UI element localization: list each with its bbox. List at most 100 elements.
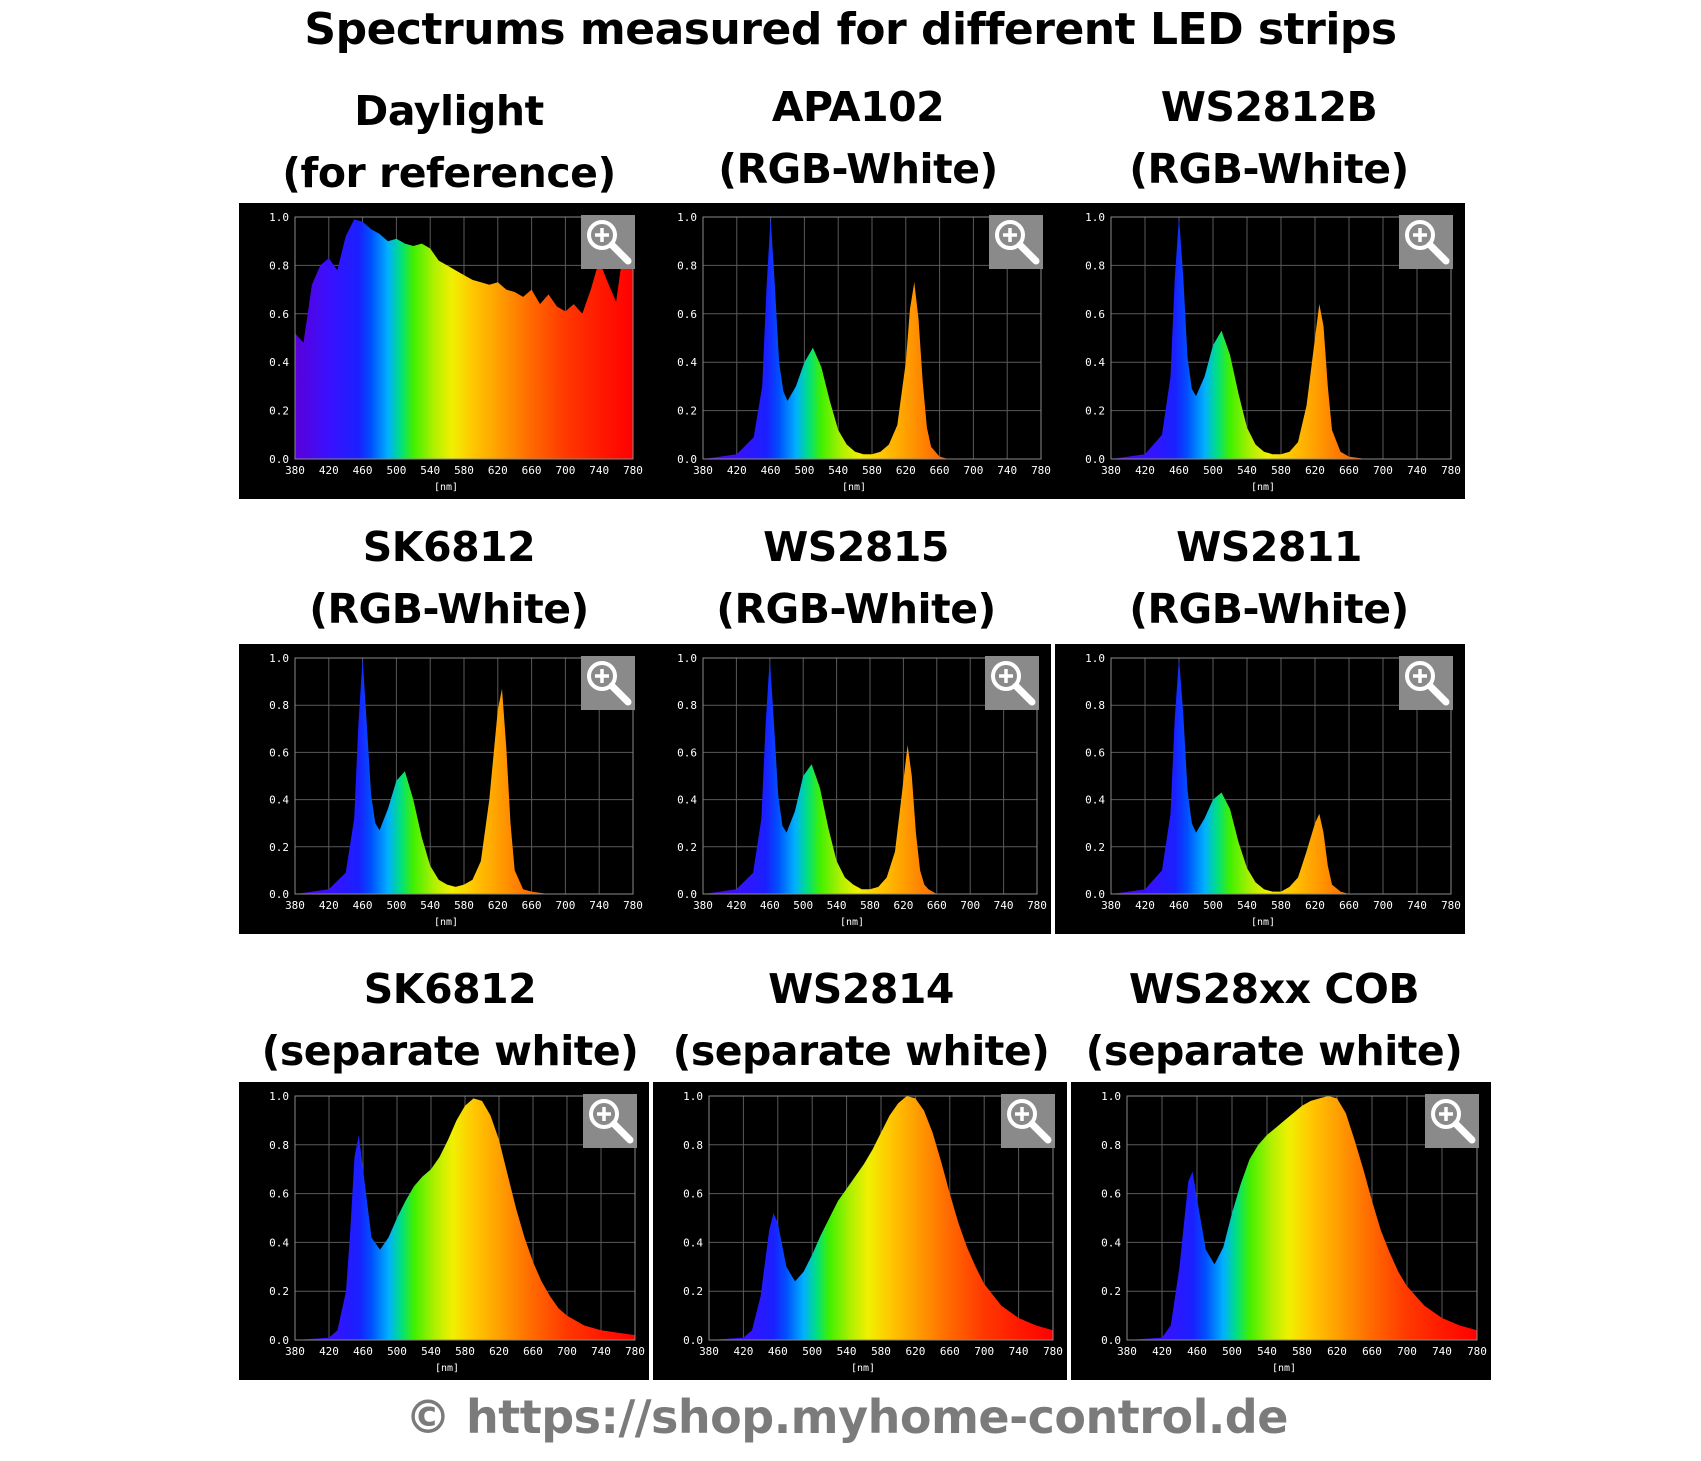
spectrum-area (295, 1098, 635, 1340)
chart-title-line: APA102 (771, 83, 945, 131)
x-tick-label: 420 (319, 899, 339, 912)
chart-title-line: Daylight (354, 87, 544, 135)
plot-frame (1110, 216, 1452, 460)
y-tick-label: 0.2 (683, 1285, 703, 1298)
spectrum-area (295, 219, 633, 459)
y-tick-label: 0.8 (683, 1139, 703, 1152)
x-tick-label: 620 (1305, 899, 1325, 912)
y-tick-label: 0.6 (677, 746, 697, 759)
x-tick-label: 540 (420, 899, 440, 912)
x-tick-label: 700 (555, 464, 575, 477)
zoom-button[interactable] (1399, 215, 1453, 269)
magnifier-icon (995, 220, 1040, 265)
x-tick-label: 740 (997, 464, 1017, 477)
x-tick-label: 580 (871, 1345, 891, 1358)
plot-frame (708, 1095, 1054, 1341)
y-tick-label: 1.0 (677, 211, 697, 224)
spectrum-chart-1: 380 420 460 500 540 580 620 660 700 740 780 [nm] 0.0… (647, 203, 1055, 499)
x-unit-label: [nm] (1251, 917, 1275, 928)
y-tick-label: 0.6 (1085, 746, 1105, 759)
x-tick-label: 620 (1327, 1345, 1347, 1358)
x-unit-label: [nm] (434, 917, 458, 928)
x-tick-label: 620 (488, 899, 508, 912)
y-tick-label: 1.0 (1085, 211, 1105, 224)
x-tick-label: 460 (1187, 1345, 1207, 1358)
x-tick-label: 660 (1339, 464, 1359, 477)
x-tick-label: 540 (1257, 1345, 1277, 1358)
x-tick-label: 380 (693, 899, 713, 912)
x-tick-label: 780 (625, 1345, 645, 1358)
x-tick-label: 500 (1203, 464, 1223, 477)
magnifier-icon (587, 661, 632, 706)
chart-title-4: WS2815 (RGB-White) (631, 516, 1081, 640)
chart-title-3: SK6812 (RGB-White) (224, 516, 674, 640)
x-tick-label: 580 (454, 464, 474, 477)
spectrum-chart-3: 380 420 460 500 540 580 620 660 700 740 780 [nm] 0.0… (239, 644, 647, 934)
x-tick-label: 460 (353, 899, 373, 912)
x-tick-label: 420 (727, 464, 747, 477)
zoom-button[interactable] (583, 1094, 637, 1148)
x-tick-label: 660 (522, 464, 542, 477)
y-tick-label: 0.6 (269, 308, 289, 321)
x-tick-label: 460 (1169, 464, 1189, 477)
y-tick-label: 0.8 (1085, 259, 1105, 272)
copyright-footer[interactable]: © https://shop.myhome-control.de (405, 1390, 1288, 1444)
y-tick-label: 1.0 (269, 652, 289, 665)
y-tick-label: 0.4 (683, 1236, 703, 1249)
x-tick-label: 740 (994, 899, 1014, 912)
chart-title-line: WS2812B (1160, 83, 1378, 131)
x-tick-label: 460 (1169, 899, 1189, 912)
zoom-button[interactable] (581, 656, 635, 710)
x-tick-label: 580 (455, 1345, 475, 1358)
x-tick-label: 700 (1373, 464, 1393, 477)
chart-title-line: WS2814 (768, 965, 954, 1013)
x-tick-label: 660 (940, 1345, 960, 1358)
y-tick-label: 0.8 (269, 259, 289, 272)
plot-frame (294, 657, 634, 895)
zoom-button[interactable] (985, 656, 1039, 710)
zoom-button[interactable] (581, 215, 635, 269)
y-tick-label: 0.2 (677, 841, 697, 854)
x-tick-label: 540 (420, 464, 440, 477)
y-tick-label: 0.0 (683, 1334, 703, 1347)
chart-title-6: SK6812 (separate white) (225, 958, 675, 1082)
chart-subtitle-line: (RGB-White) (718, 145, 998, 193)
x-tick-label: 740 (1407, 464, 1427, 477)
magnifier-icon (587, 220, 632, 265)
x-tick-label: 620 (489, 1345, 509, 1358)
x-unit-label: [nm] (435, 1363, 459, 1374)
y-tick-label: 0.0 (269, 453, 289, 466)
plot-frame (702, 657, 1038, 895)
chart-title-line: WS28xx COB (1128, 965, 1420, 1013)
spectrum-chart-5: 380 420 460 500 540 580 620 660 700 740 780 [nm] 0.0… (1055, 644, 1465, 934)
zoom-button[interactable] (1425, 1094, 1479, 1148)
x-tick-label: 540 (827, 899, 847, 912)
y-tick-label: 0.6 (1085, 308, 1105, 321)
y-tick-label: 0.6 (269, 1188, 289, 1201)
zoom-button[interactable] (1001, 1094, 1055, 1148)
zoom-button[interactable] (1399, 656, 1453, 710)
x-tick-label: 380 (285, 1345, 305, 1358)
x-tick-label: 620 (893, 899, 913, 912)
x-tick-label: 740 (1432, 1345, 1452, 1358)
x-tick-label: 580 (860, 899, 880, 912)
spectrum-svg: 380 420 460 500 540 580 620 660 700 740 780 [nm] 0.0… (269, 1090, 645, 1374)
x-tick-label: 380 (285, 464, 305, 477)
y-tick-label: 0.0 (677, 453, 697, 466)
x-tick-label: 780 (1441, 464, 1461, 477)
x-tick-label: 740 (589, 464, 609, 477)
x-tick-label: 500 (1203, 899, 1223, 912)
chart-subtitle-line: (separate white) (672, 1027, 1050, 1075)
x-tick-label: 420 (1135, 899, 1155, 912)
spectrum-svg: 380 420 460 500 540 580 620 660 700 740 780 [nm] 0.0… (269, 211, 643, 493)
y-tick-label: 0.0 (1085, 888, 1105, 901)
spectrum-chart-7: 380 420 460 500 540 580 620 660 700 740 780 [nm] 0.0… (653, 1082, 1067, 1380)
x-tick-label: 740 (589, 899, 609, 912)
x-tick-label: 460 (353, 1345, 373, 1358)
y-tick-label: 0.0 (269, 888, 289, 901)
magnifier-icon (991, 661, 1036, 706)
spectrum-chart-0: 380 420 460 500 540 580 620 660 700 740 780 [nm] 0.0… (239, 203, 647, 499)
x-tick-label: 420 (319, 1345, 339, 1358)
zoom-button[interactable] (989, 215, 1043, 269)
chart-title-5: WS2811 (RGB-White) (1044, 516, 1494, 640)
